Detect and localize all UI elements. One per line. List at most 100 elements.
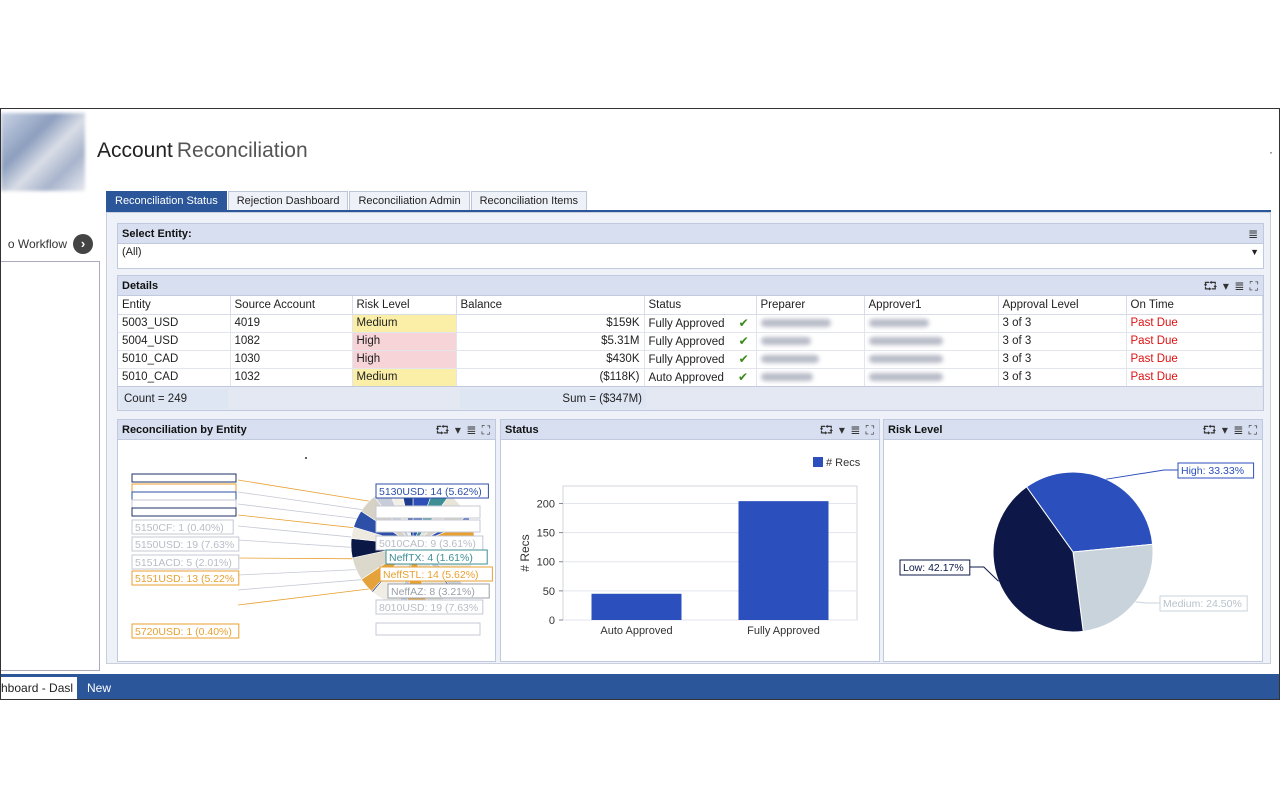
risk-chart-tools[interactable]: ⮔ ▾ ≣ ⛶ — [1202, 423, 1258, 437]
cell-ontime: Past Due — [1126, 368, 1263, 386]
bottom-tab-dashboard[interactable]: hboard - Dasl — [1, 677, 77, 699]
data-label: NeffAZ: 8 (3.21%) — [391, 586, 475, 598]
y-tick-label: 150 — [537, 528, 555, 540]
pie-slice — [992, 486, 1084, 633]
details-tools[interactable]: ⮔ ▾ ≣ ⛶ — [1203, 279, 1259, 293]
cell-approval: 3 of 3 — [998, 314, 1127, 333]
checkmark-icon: ✔ — [738, 316, 749, 330]
cell-risk: High — [352, 332, 457, 351]
table-footer: Count = 249 Sum = ($347M) — [118, 386, 1263, 410]
details-table-wrap: Entity Source Account Risk Level Balance… — [118, 296, 1263, 386]
label-box — [375, 622, 481, 636]
data-label: NeffSTL: 14 (5.62%) — [383, 569, 479, 581]
label-box — [131, 499, 237, 509]
table-row[interactable]: 5010_CAD 1030 High $430K Fully Approved ✔… — [118, 350, 1263, 369]
filter-icon[interactable]: ≣ — [1247, 227, 1259, 241]
col-source-account[interactable]: Source Account — [230, 296, 353, 315]
col-risk-level[interactable]: Risk Level — [352, 296, 457, 315]
table-row[interactable]: 5004_USD 1082 High $5.31M Fully Approved… — [118, 332, 1263, 351]
checkmark-icon: ✔ — [737, 370, 749, 384]
label-box — [385, 549, 488, 565]
cell-preparer — [756, 332, 865, 351]
cell-approver — [864, 350, 999, 369]
col-approval-level[interactable]: Approval Level — [998, 296, 1127, 315]
redacted-name — [760, 336, 811, 345]
pie-slice — [1025, 471, 1154, 553]
entity-pie-chart[interactable]: 5150CF: 1 (0.40%) 5150USD: 19 (7.63% 5151A… — [118, 440, 495, 662]
label-box — [131, 623, 240, 639]
cell-balance: $5.31M — [456, 332, 645, 351]
tab-reconciliation-admin[interactable]: Reconciliation Admin — [349, 191, 470, 211]
dashboard-content: Select Entity: ≣ (All) ▼ Details ⮔ ▾ ≣ ⛶ — [106, 212, 1271, 664]
status-text: Auto Approved — [648, 372, 724, 384]
details-header: Details ⮔ ▾ ≣ ⛶ — [118, 276, 1263, 296]
data-label: 5150CF: 1 (0.40%) — [135, 522, 224, 534]
x-tick-label: Fully Approved — [747, 625, 820, 637]
cell-entity: 5003_USD — [118, 314, 231, 333]
bottom-tab-new[interactable]: New — [87, 681, 112, 695]
tab-underline — [106, 210, 1271, 212]
cell-preparer — [756, 350, 865, 369]
cell-risk: Medium — [352, 314, 457, 333]
table-row[interactable]: 5003_USD 4019 Medium $159K Fully Approve… — [118, 314, 1263, 333]
tab-reconciliation-items[interactable]: Reconciliation Items — [470, 191, 588, 211]
cell-source: 4019 — [230, 314, 353, 333]
cell-approver — [864, 332, 999, 351]
label-box — [899, 559, 971, 576]
y-axis-label: # Recs — [518, 534, 532, 571]
title-sub: Reconciliation — [176, 139, 308, 162]
cell-approval: 3 of 3 — [998, 368, 1127, 386]
cell-balance: ($118K) — [456, 368, 645, 386]
arrow-right-icon[interactable]: › — [73, 234, 93, 254]
cell-entity: 5010_CAD — [118, 368, 231, 386]
risk-chart-title: Risk Level — [888, 424, 943, 436]
col-on-time[interactable]: On Time — [1126, 296, 1263, 315]
entity-chart-title: Reconciliation by Entity — [122, 424, 247, 436]
label-box — [379, 566, 493, 582]
entity-dropdown[interactable]: (All) ▼ — [118, 244, 1263, 262]
tab-reconciliation-status[interactable]: Reconciliation Status — [106, 191, 227, 211]
status-bar-chart[interactable]: 0 50 100 150 200 Auto Approved Fully Approved #… — [501, 440, 879, 662]
risk-pie-chart[interactable]: High: 33.33% Medium: 24.50% Low: 42.17% — [884, 440, 1262, 662]
cell-approval: 3 of 3 — [998, 332, 1127, 351]
data-label: Low: 42.17% — [903, 562, 964, 574]
col-status[interactable]: Status — [644, 296, 757, 315]
data-label: Medium: 24.50% — [1163, 598, 1242, 610]
label-box — [131, 519, 234, 535]
dot-mark — [305, 457, 307, 459]
status-chart-panel: Status ⮔ ▾ ≣ ⛶ 0 50 100 150 200 Auto Approved… — [500, 419, 880, 662]
cell-entity: 5010_CAD — [118, 350, 231, 369]
entity-chart-header: Reconciliation by Entity ⮔ ▾ ≣ ⛶ — [118, 420, 495, 440]
col-approver1[interactable]: Approver1 — [864, 296, 999, 315]
label-box — [131, 536, 240, 552]
redacted-name — [868, 372, 943, 381]
col-balance[interactable]: Balance — [456, 296, 645, 315]
cell-risk: Medium — [352, 368, 457, 386]
tab-bar: Reconciliation Status Rejection Dashboar… — [106, 191, 588, 211]
tab-rejection-dashboard[interactable]: Rejection Dashboard — [227, 191, 349, 211]
table-row[interactable]: 5010_CAD 1032 Medium ($118K) Auto Approv… — [118, 368, 1263, 386]
menu-dot-icon[interactable]: · — [1269, 145, 1273, 159]
risk-chart-panel: Risk Level ⮔ ▾ ≣ ⛶ High: 33.33% Medium: 2… — [883, 419, 1263, 662]
data-label: NeffTX: 4 (1.61%) — [389, 552, 473, 564]
col-entity[interactable]: Entity — [118, 296, 231, 315]
y-tick-label: 50 — [543, 586, 555, 598]
entity-chart-tools[interactable]: ⮔ ▾ ≣ ⛶ — [435, 423, 491, 437]
y-tick-label: 200 — [537, 498, 555, 510]
status-chart-title: Status — [505, 424, 539, 436]
workflow-link[interactable]: o Workflow › — [1, 233, 99, 255]
chevron-down-icon[interactable]: ▼ — [1250, 247, 1259, 257]
x-tick-label: Auto Approved — [600, 625, 672, 637]
leader-line — [237, 479, 394, 506]
checkmark-icon: ✔ — [738, 352, 749, 366]
cell-balance: $159K — [456, 314, 645, 333]
label-box — [131, 483, 237, 493]
cell-source: 1082 — [230, 332, 353, 351]
col-preparer[interactable]: Preparer — [756, 296, 865, 315]
label-box — [387, 583, 490, 599]
status-chart-tools[interactable]: ⮔ ▾ ≣ ⛶ — [819, 423, 875, 437]
label-box — [375, 505, 481, 519]
data-label: 5720USD: 1 (0.40%) — [135, 626, 232, 638]
leader-line — [237, 585, 394, 606]
cell-entity: 5004_USD — [118, 332, 231, 351]
